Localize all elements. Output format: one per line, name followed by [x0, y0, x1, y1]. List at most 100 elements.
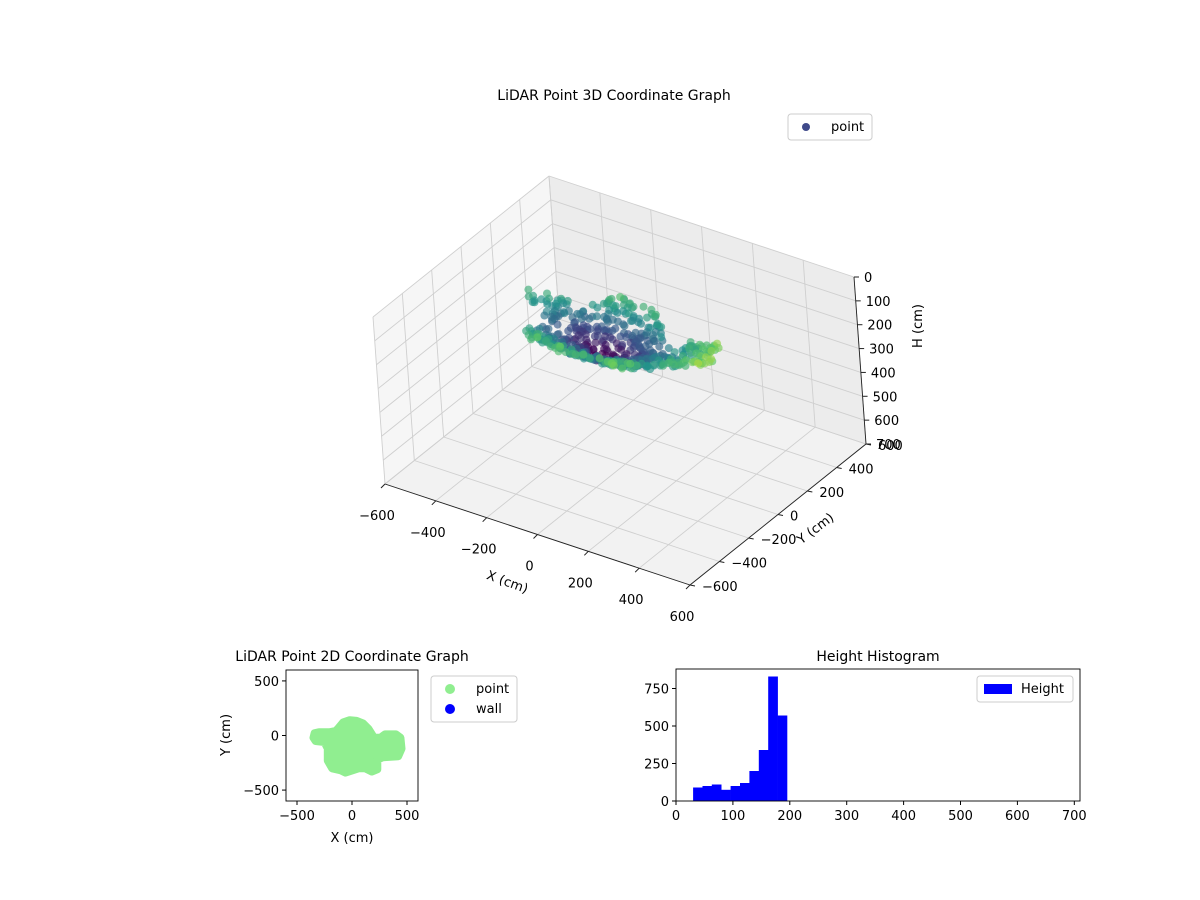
y-tick-mark: [689, 584, 696, 587]
chart-2d-ticks: −500 0 500 −500 0 500: [243, 675, 419, 824]
point-3d: [560, 309, 569, 318]
y-tick-label: 0: [271, 730, 279, 745]
y-tick-label: 400: [849, 463, 874, 478]
chart-3d-legend: point: [787, 113, 873, 141]
y-tick-label: 200: [819, 486, 844, 501]
chart-2d-title: LiDAR Point 2D Coordinate Graph: [235, 649, 468, 665]
y-tick-mark: [748, 537, 754, 540]
z-tick-label: 300: [869, 343, 894, 358]
z-tick-label: 400: [871, 366, 896, 381]
x-tick-label: 0: [525, 560, 533, 575]
grid-left-y: [401, 293, 415, 461]
point-3d: [639, 302, 648, 311]
point-3d: [524, 292, 533, 301]
x-tick-label: 500: [948, 809, 973, 824]
histogram-ticks: 0 100 200 300 400 500 600 700 0 250 500 750: [644, 683, 1087, 825]
x-tick-label: −200: [461, 543, 497, 558]
y-tick-label: −200: [761, 533, 797, 548]
point-3d: [648, 354, 657, 363]
grid-left-h: [372, 175, 550, 318]
y-tick-label: −600: [702, 580, 738, 595]
chart-3d-y-label: Y (cm): [794, 511, 837, 549]
grid-back-h: [548, 175, 855, 278]
point-3d: [650, 312, 659, 321]
point-3d: [602, 315, 611, 324]
point-3d: [585, 354, 594, 363]
grid-floor-y: [531, 366, 837, 468]
point-3d: [528, 298, 537, 307]
point-3d: [616, 293, 625, 301]
x-tick-label: 0: [672, 809, 680, 824]
x-tick-label: 300: [834, 809, 859, 824]
point-3d: [571, 350, 580, 359]
histogram-bar: [777, 715, 788, 801]
point-3d: [657, 333, 666, 342]
grid-back-h: [552, 223, 858, 326]
point-3d: [591, 338, 600, 347]
grid-back-x: [701, 226, 714, 394]
point-3d: [533, 333, 542, 342]
x-tick-mark: [380, 483, 386, 489]
chart-3d-z-label: H (cm): [911, 304, 926, 348]
chart-2d-x-label: X (cm): [331, 831, 374, 846]
grid-left-h: [376, 223, 553, 366]
z-tick-label: 0: [864, 271, 872, 286]
chart-histogram: Height Histogram 0 100 200 300 400 500 600 7000…: [644, 649, 1087, 824]
x-tick-label: 500: [395, 809, 420, 824]
y-tick-label: 0: [790, 510, 798, 525]
point-3d: [707, 347, 716, 355]
histogram-bar: [693, 787, 703, 801]
point-3d: [585, 314, 594, 323]
grid-left-h: [377, 247, 555, 389]
point-3d: [599, 299, 608, 308]
y-tick-label: 250: [644, 758, 669, 773]
grid-left-y: [460, 246, 474, 414]
point-3d: [669, 360, 678, 369]
histogram-legend-swatch: [984, 684, 1012, 694]
chart-3d-legend-marker: [802, 123, 810, 131]
point-3d: [617, 345, 626, 354]
x-tick-label: 700: [1062, 809, 1087, 824]
histogram-bar: [702, 786, 713, 801]
point-3d: [561, 348, 570, 357]
x-tick-label: 600: [1005, 809, 1030, 824]
chart-2d-points: [309, 716, 406, 777]
histogram-bar: [768, 676, 778, 801]
point-3d: [618, 364, 627, 373]
y-tick-mark: [719, 561, 725, 563]
z-tick-label: 200: [867, 319, 892, 334]
x-tick-mark: [634, 567, 640, 573]
chart-3d-points: [522, 285, 723, 373]
chart-3d-x-ticks: −600 −400 −200 0 200 400 600: [359, 483, 694, 625]
point-3d: [608, 326, 617, 335]
point-3d: [592, 312, 601, 321]
x-tick-label: −400: [410, 526, 446, 541]
grid-left-y: [431, 269, 445, 438]
grid-left-y: [372, 316, 386, 485]
histogram-bar: [730, 786, 741, 801]
y-tick-label: 500: [644, 720, 669, 735]
point-3d: [586, 325, 595, 334]
point-3d: [544, 324, 553, 333]
x-tick-label: 100: [720, 809, 745, 824]
histogram-bar: [740, 783, 750, 801]
x-tick-label: 400: [619, 593, 644, 608]
grid-back-x: [751, 243, 765, 411]
point-3d: [616, 332, 625, 341]
point-3d: [664, 344, 673, 353]
y-tick-label: 750: [644, 683, 669, 698]
point-3d: [595, 354, 604, 363]
histogram-legend: Height: [976, 675, 1074, 703]
grid-left-h: [384, 342, 562, 485]
chart-2d-legend-point-marker: [445, 684, 455, 694]
y-tick-label: −400: [731, 557, 767, 572]
histogram-legend-frame: [976, 675, 1074, 703]
histogram-title: Height Histogram: [816, 649, 939, 665]
point-3d: [564, 326, 573, 335]
y-tick-label: 500: [254, 675, 279, 690]
point-3d: [543, 300, 552, 309]
chart-3d-legend-frame: [787, 113, 873, 141]
point-3d: [593, 303, 602, 312]
y-tick-mark: [807, 490, 813, 493]
